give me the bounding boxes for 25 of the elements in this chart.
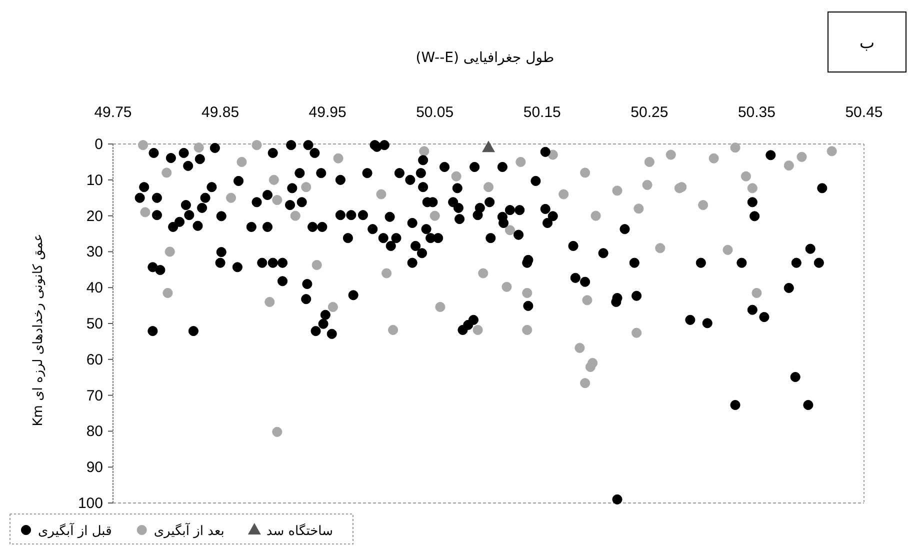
- y-tick-label: 100: [78, 495, 103, 512]
- legend-label: قبل از آبگیری: [38, 522, 112, 539]
- x-tick-label: 50.35: [738, 104, 776, 121]
- text: ب: [859, 33, 875, 52]
- y-tick-label: 70: [86, 387, 103, 404]
- x-tick-label: 50.45: [845, 104, 883, 121]
- y-tick-label: 30: [86, 244, 103, 261]
- x-axis-title: طول جغرافیایی (W--E): [416, 50, 554, 66]
- x-tick-label: 49.85: [202, 104, 240, 121]
- legend-label: ساختگاه سد: [266, 523, 334, 539]
- x-tick-label: 49.95: [308, 104, 346, 121]
- y-tick-label: 0: [94, 136, 103, 153]
- x-tick-label: 50.15: [523, 104, 561, 121]
- y-axis-title: عمق کانونی رخدادهای لرزه ای Km: [31, 234, 46, 426]
- y-tick-label: 10: [86, 172, 103, 189]
- x-tick-label: 49.75: [94, 104, 132, 121]
- y-tick-label: 90: [86, 459, 103, 476]
- y-tick-label: 20: [86, 208, 103, 225]
- y-tick-label: 80: [86, 423, 103, 440]
- x-tick-label: 50.25: [630, 104, 668, 121]
- y-tick-label: 60: [86, 351, 103, 368]
- y-tick-label: 40: [86, 280, 103, 297]
- legend-label: بعد از آبگیری: [154, 522, 224, 539]
- x-tick-label: 50.05: [416, 104, 454, 121]
- y-tick-label: 50: [86, 316, 103, 332]
